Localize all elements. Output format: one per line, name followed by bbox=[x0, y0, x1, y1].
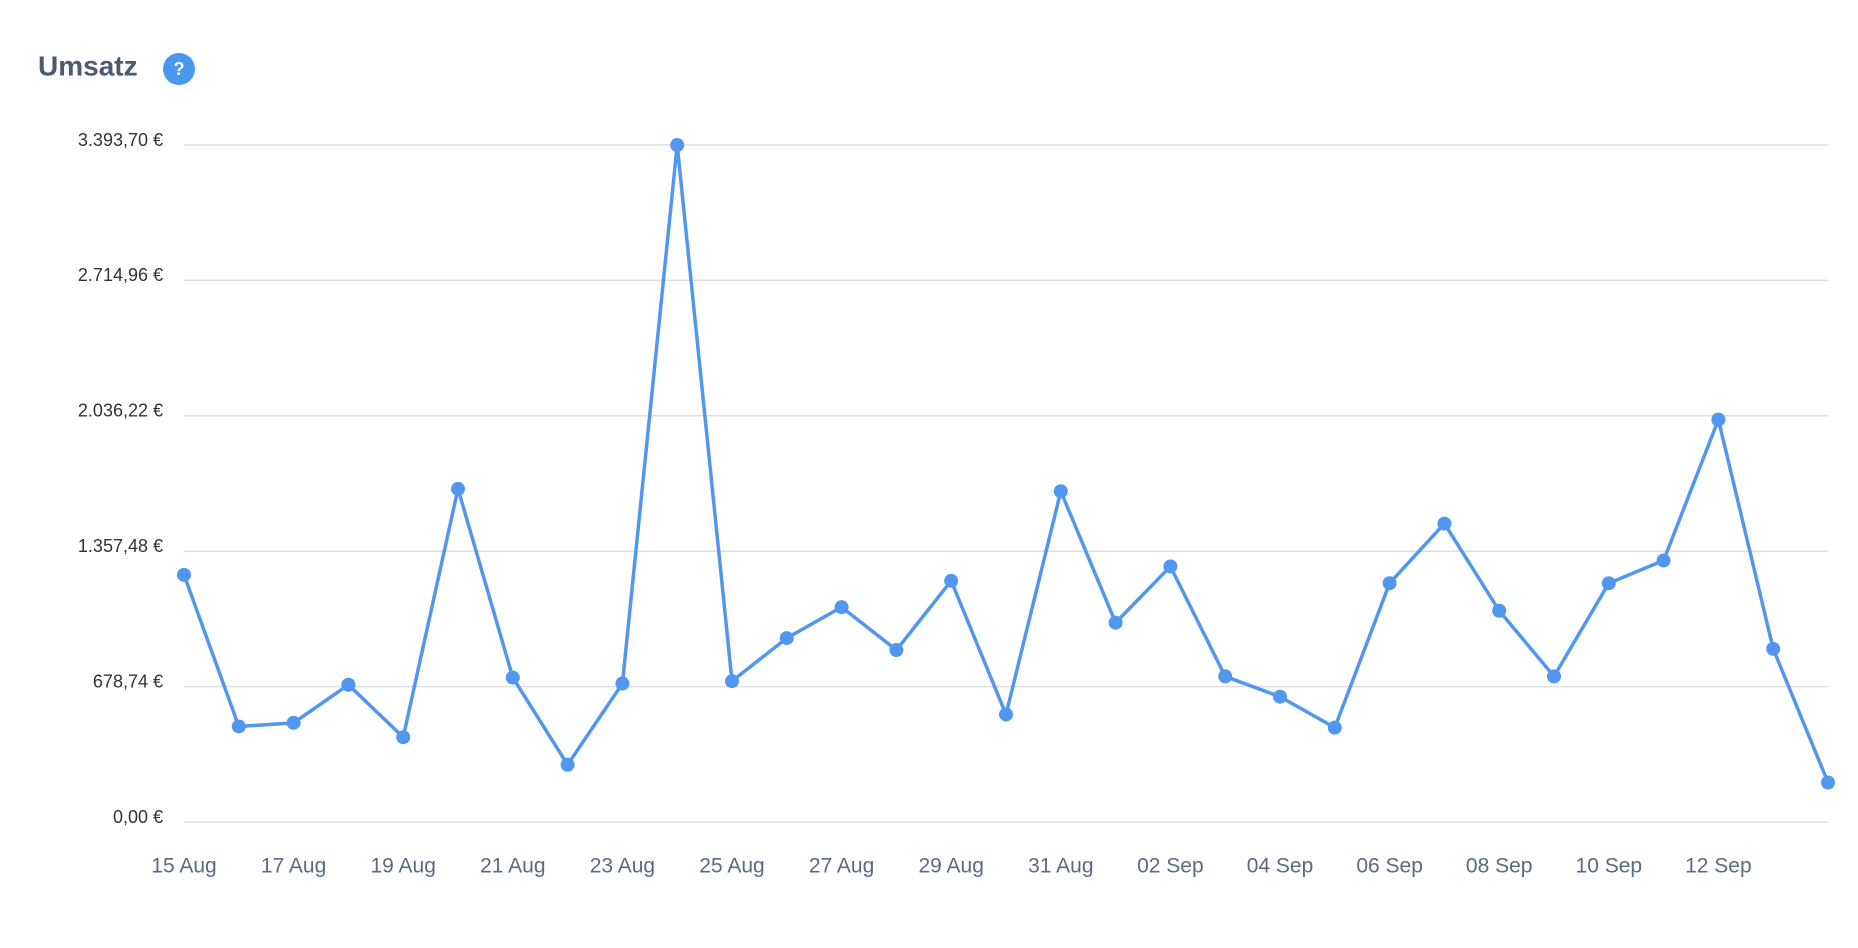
point bbox=[779, 631, 794, 646]
point bbox=[889, 643, 904, 658]
point bbox=[1163, 559, 1178, 574]
point bbox=[286, 715, 301, 730]
y-tick-label: 2.714,96 € bbox=[78, 265, 163, 285]
point bbox=[560, 757, 575, 772]
x-tick-label: 12 Sep bbox=[1685, 855, 1752, 878]
point bbox=[1327, 720, 1342, 735]
point bbox=[834, 600, 849, 615]
x-tick-label: 31 Aug bbox=[1028, 855, 1093, 878]
point bbox=[341, 677, 356, 692]
point bbox=[1711, 412, 1726, 427]
point bbox=[1492, 603, 1507, 618]
point bbox=[451, 481, 465, 496]
x-tick-label: 15 Aug bbox=[151, 855, 216, 878]
x-tick-label: 21 Aug bbox=[480, 855, 545, 878]
point bbox=[615, 676, 630, 691]
point bbox=[1108, 615, 1123, 630]
y-tick-label: 3.393,70 € bbox=[78, 130, 163, 150]
point bbox=[1766, 641, 1781, 656]
point bbox=[1656, 553, 1671, 568]
x-tick-label: 04 Sep bbox=[1247, 855, 1314, 878]
point bbox=[1053, 484, 1068, 499]
x-tick-label: 23 Aug bbox=[590, 855, 655, 878]
point bbox=[1273, 689, 1287, 704]
chart-title: Umsatz bbox=[38, 50, 138, 81]
x-tick-label: 02 Sep bbox=[1137, 855, 1204, 878]
x-tick-label: 25 Aug bbox=[699, 855, 764, 878]
x-tick-label: 06 Sep bbox=[1356, 855, 1423, 878]
point bbox=[505, 670, 520, 685]
x-tick-label: 08 Sep bbox=[1466, 855, 1533, 878]
x-tick-label: 29 Aug bbox=[918, 855, 983, 878]
help-icon[interactable] bbox=[163, 53, 195, 85]
point bbox=[1382, 576, 1397, 591]
point bbox=[1437, 516, 1452, 531]
y-tick-label: 678,74 € bbox=[93, 671, 163, 691]
point bbox=[999, 707, 1013, 722]
y-tick-label: 0,00 € bbox=[113, 807, 163, 827]
point bbox=[231, 719, 246, 734]
point bbox=[944, 573, 959, 588]
point bbox=[1601, 576, 1616, 591]
x-tick-label: 17 Aug bbox=[261, 855, 326, 878]
x-tick-label: 19 Aug bbox=[370, 855, 435, 878]
point bbox=[670, 138, 685, 152]
point bbox=[177, 567, 191, 582]
x-tick-label: 27 Aug bbox=[809, 855, 874, 878]
point bbox=[1547, 669, 1561, 684]
point bbox=[1821, 775, 1835, 790]
point bbox=[396, 730, 411, 745]
y-tick-label: 2.036,22 € bbox=[78, 401, 163, 421]
x-tick-label: 10 Sep bbox=[1576, 855, 1643, 878]
point bbox=[725, 674, 739, 689]
point bbox=[1218, 669, 1233, 684]
help-icon-label[interactable]: ? bbox=[174, 59, 185, 79]
y-tick-label: 1.357,48 € bbox=[78, 536, 163, 556]
